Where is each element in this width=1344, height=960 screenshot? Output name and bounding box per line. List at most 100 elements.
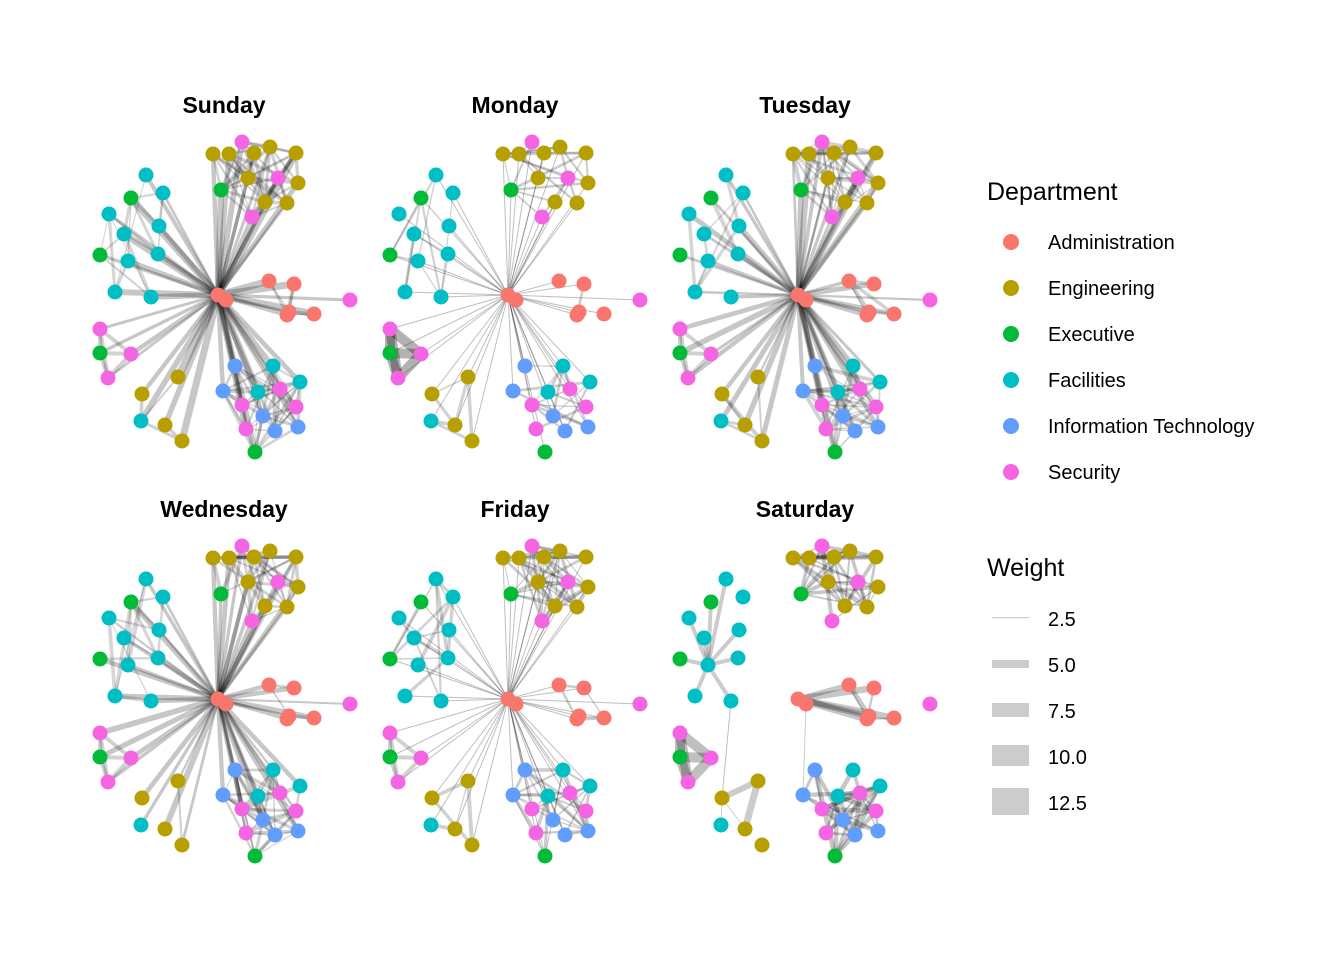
hub-edge	[694, 290, 799, 297]
node-facilities	[872, 778, 888, 794]
cluster-edge	[245, 406, 297, 430]
hub-edge	[129, 293, 220, 356]
cluster-edge	[251, 550, 271, 622]
node-facilities	[687, 284, 703, 300]
legend-label-security: Security	[1048, 462, 1120, 484]
cluster-edge	[808, 557, 859, 583]
node-engineering	[240, 170, 256, 186]
cluster-edge	[800, 152, 835, 191]
weight-legend-title: Weight	[987, 554, 1064, 582]
cluster-edge	[843, 550, 852, 607]
node-administration	[596, 710, 612, 726]
node-engineering	[714, 790, 730, 806]
cluster-edge	[453, 376, 470, 426]
cluster-edge	[263, 146, 272, 203]
cluster-edge	[799, 141, 824, 191]
cluster-edge	[466, 780, 474, 846]
node-engineering	[580, 579, 596, 595]
hub-edge	[420, 601, 509, 700]
cluster-edge	[247, 151, 297, 180]
hub-edge	[431, 698, 509, 799]
cluster-edge	[518, 555, 587, 560]
node-information-technology	[290, 823, 306, 839]
cluster-edge	[417, 174, 437, 262]
node-security	[100, 370, 116, 386]
hub-edge	[507, 177, 539, 296]
cluster-edge	[389, 174, 437, 256]
cluster-edge	[541, 586, 589, 622]
node-engineering	[221, 146, 237, 162]
hub-edge	[507, 545, 533, 700]
cluster-edge	[512, 769, 564, 796]
hub-edge	[210, 557, 221, 700]
cluster-edge	[510, 593, 578, 608]
hub-edge	[210, 153, 221, 296]
node-engineering	[447, 417, 463, 433]
hub-edge	[150, 696, 219, 704]
node-engineering	[737, 417, 753, 433]
cluster-edge	[833, 784, 882, 858]
node-administration	[286, 276, 302, 292]
cluster-edge	[222, 364, 274, 393]
cluster-edge	[800, 188, 846, 204]
hub-edge	[507, 294, 533, 406]
node-security	[922, 292, 938, 308]
node-facilities	[731, 218, 747, 234]
hub-edge	[741, 192, 800, 296]
hub-edge	[215, 294, 245, 406]
node-security	[123, 750, 139, 766]
cluster-edge	[559, 550, 589, 588]
cluster-edge	[531, 785, 591, 810]
node-security	[703, 750, 719, 766]
cluster-edge	[709, 197, 740, 255]
cluster-edge	[821, 545, 846, 607]
node-security	[814, 134, 830, 150]
cluster-edge	[430, 796, 474, 847]
cluster-edge	[228, 153, 288, 204]
facet-panels	[92, 134, 938, 864]
hub-edge	[216, 177, 250, 296]
node-engineering	[464, 433, 480, 449]
hub-edge	[507, 698, 533, 810]
hub-edge	[791, 153, 800, 296]
node-facilities	[151, 622, 167, 638]
node-engineering	[714, 386, 730, 402]
cluster-edge	[537, 581, 578, 608]
cluster-edge	[510, 593, 556, 607]
hub-edge	[389, 294, 509, 354]
cluster-edge	[252, 152, 267, 203]
cluster-edge	[126, 578, 148, 666]
facet-title-tuesday: Tuesday	[759, 92, 851, 118]
hub-edge	[216, 620, 254, 700]
node-security	[524, 134, 540, 150]
node-information-technology	[215, 787, 231, 803]
hub-edge	[215, 557, 232, 700]
hub-edge	[129, 697, 220, 760]
node-information-technology	[557, 827, 573, 843]
node-executive	[413, 190, 429, 206]
node-engineering	[820, 170, 836, 186]
cluster-edge	[107, 617, 117, 697]
node-administration	[576, 276, 592, 292]
node-engineering	[859, 195, 875, 211]
hub-edge	[389, 658, 509, 700]
weight-key-7-5	[992, 703, 1029, 717]
weight-key-5-0	[992, 660, 1029, 668]
node-security	[272, 785, 288, 801]
hub-edge	[471, 294, 509, 442]
node-security	[852, 785, 868, 801]
cluster-edge	[245, 381, 301, 430]
node-security	[234, 397, 250, 413]
node-facilities	[133, 413, 149, 429]
legend-key-information-technology	[1003, 418, 1019, 434]
cluster-edge	[517, 557, 544, 622]
hub-edge	[216, 294, 277, 432]
hub-edge	[507, 698, 514, 796]
cluster-edge	[241, 380, 301, 407]
cluster-edge	[541, 556, 545, 622]
cluster-edge	[800, 585, 879, 596]
node-executive	[413, 594, 429, 610]
cluster-edge	[502, 556, 556, 608]
cluster-edge	[233, 364, 298, 409]
